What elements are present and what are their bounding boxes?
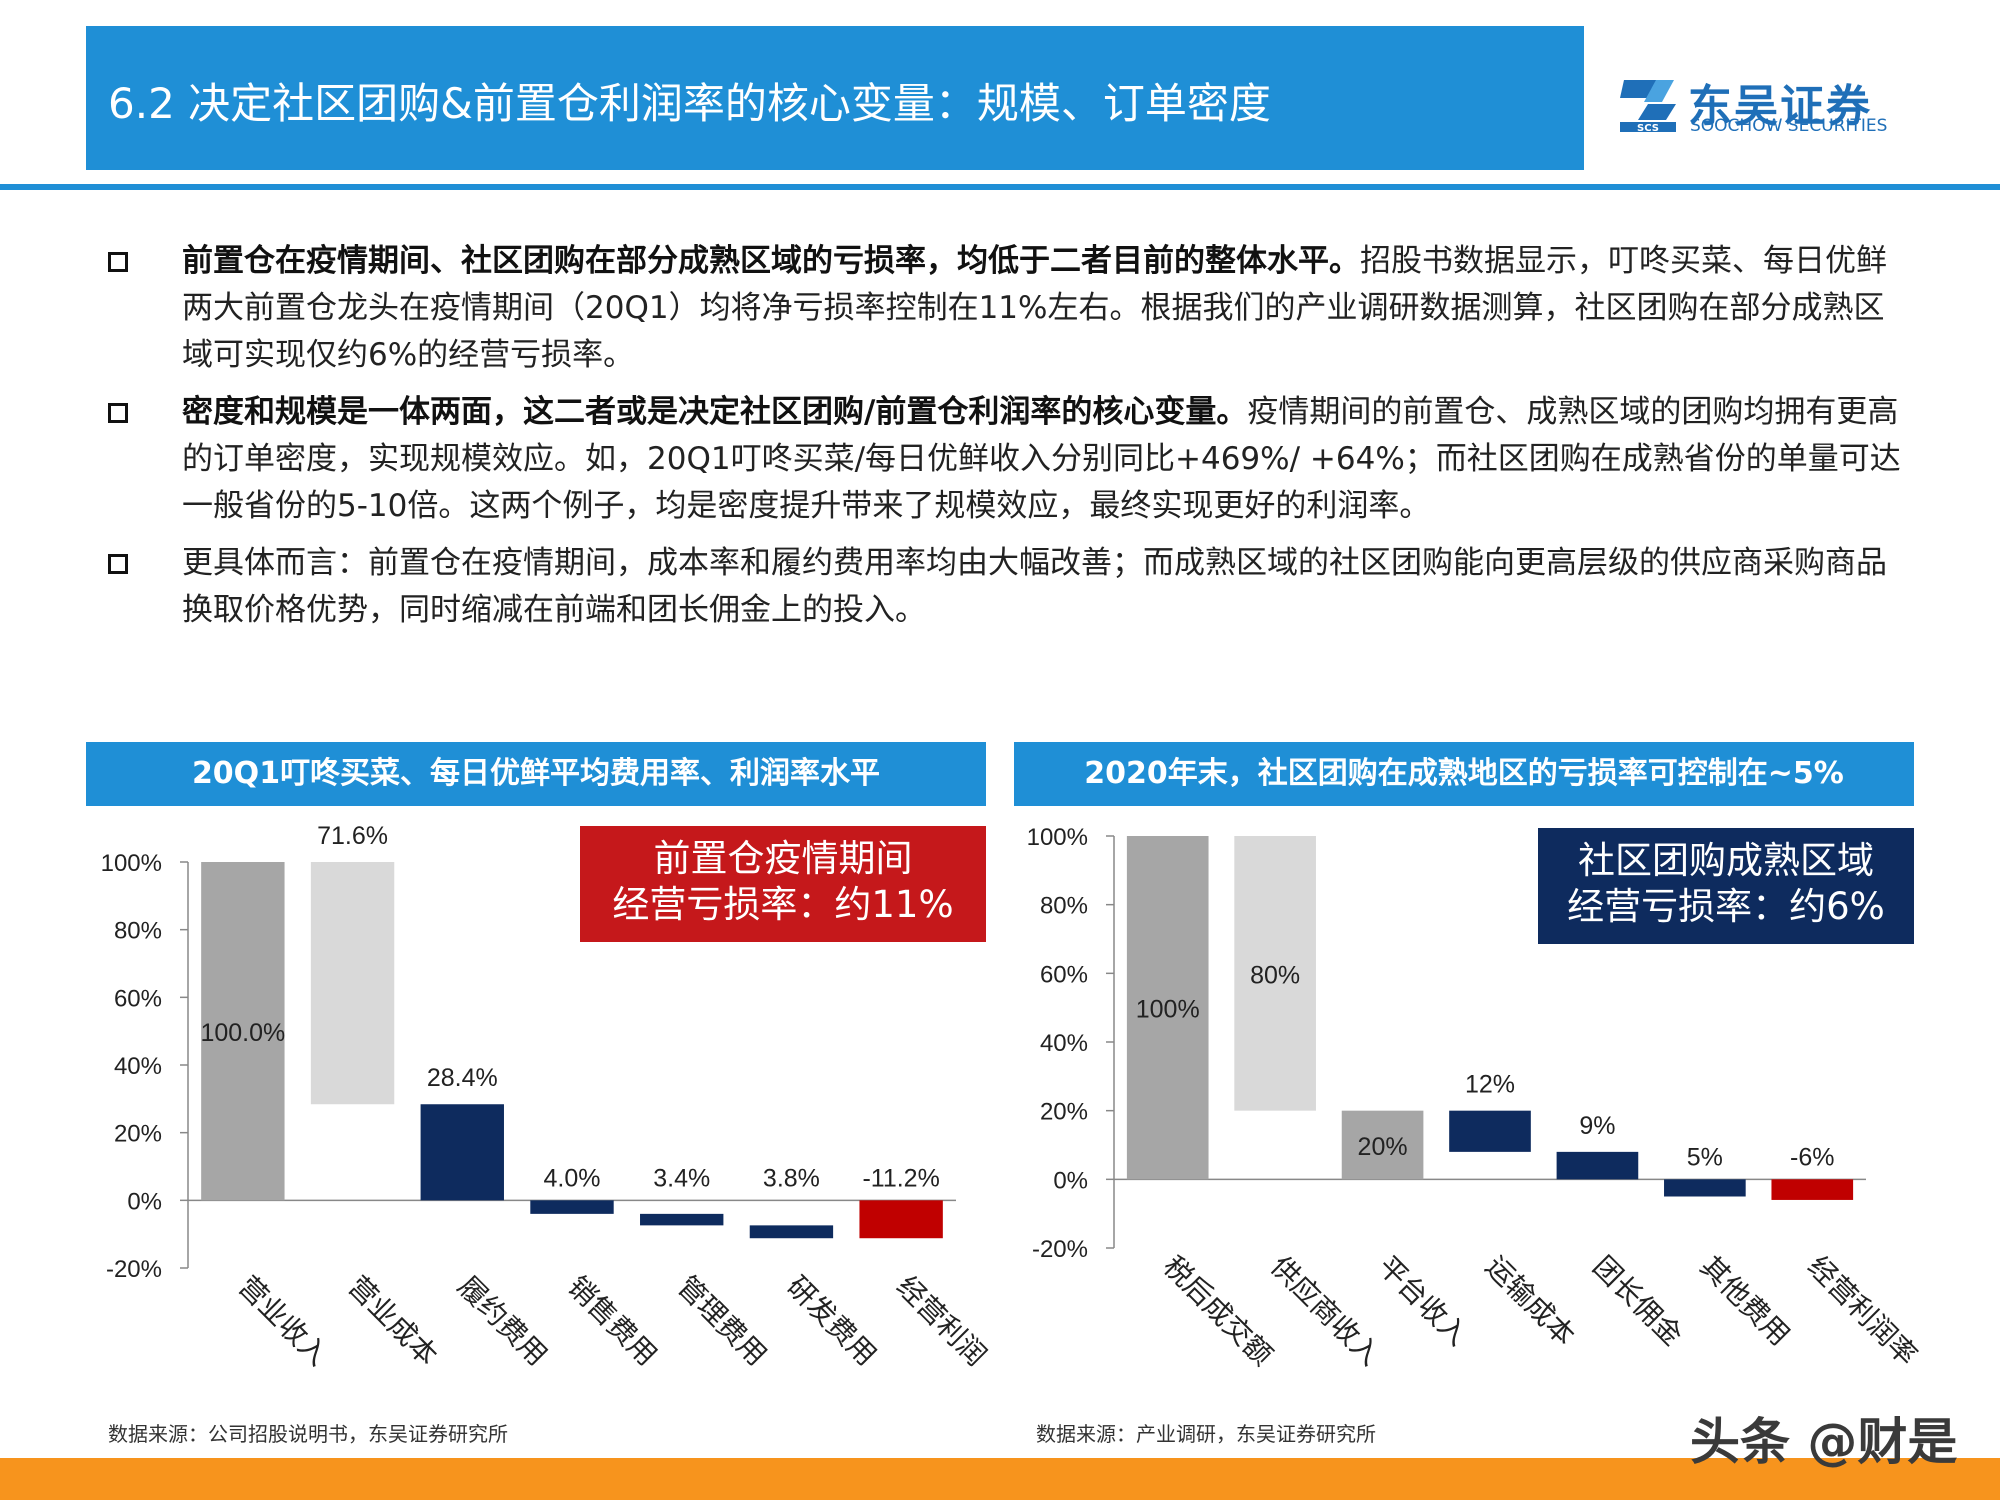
y-tick-label: 0% — [1053, 1167, 1088, 1194]
header-band — [86, 26, 1584, 170]
data-label: -11.2% — [862, 1164, 939, 1192]
x-category-label: 团长佣金 — [1586, 1250, 1689, 1353]
bar — [1771, 1179, 1854, 1200]
bar — [640, 1213, 724, 1226]
y-tick-label: 60% — [1040, 961, 1088, 988]
left-waterfall-chart: 100% 80% 60% 40% 20% 0% -20% 100.0% 营业收入 71.6% 营业成… — [101, 822, 993, 1373]
bullet-body-text: 疫情期间的前置仓、成熟区域的团购均拥有更高的订单密度，实现规模效应。如，20Q1… — [182, 394, 1901, 524]
bullet-paragraph: 更具体而言：前置仓在疫情期间，成本率和履约费用率均由大幅改善；而成熟区域的社区团… — [182, 540, 1908, 634]
x-category-label: 税后成交额 — [1157, 1250, 1279, 1372]
bullet-body-text: 招股书数据显示，叮咚买菜、每日优鲜两大前置仓龙头在疫情期间（20Q1）均将净亏损… — [182, 243, 1887, 373]
data-label: 5% — [1687, 1143, 1723, 1171]
left-callout-line2: 经营亏损率：约11% — [612, 883, 954, 926]
bar — [1126, 836, 1209, 1180]
y-tick-label: 100% — [1027, 824, 1088, 851]
data-label: 9% — [1579, 1112, 1615, 1140]
left-callout: 前置仓疫情期间 经营亏损率：约11% — [580, 826, 986, 942]
data-label: 3.4% — [653, 1164, 710, 1192]
data-label: -6% — [1790, 1143, 1834, 1171]
bar — [420, 1104, 504, 1201]
bar — [201, 862, 285, 1201]
y-tick-label: 80% — [114, 918, 162, 945]
bar — [859, 1200, 943, 1239]
y-tick-label: 60% — [114, 985, 162, 1012]
left-chart-source: 数据来源：公司招股说明书，东吴证券研究所 — [108, 1422, 508, 1446]
right-waterfall-chart: 100% 80% 60% 40% 20% 0% -20% 100% 税后成交额 80% 供应商收入 2… — [1027, 824, 1924, 1372]
checkbox-bullet-icon — [108, 403, 128, 423]
bullet-paragraph: 密度和规模是一体两面，这二者或是决定社区团购/前置仓利润率的核心变量。疫情期间的… — [182, 389, 1908, 530]
bullet-paragraph: 前置仓在疫情期间、社区团购在部分成熟区域的亏损率，均低于二者目前的整体水平。招股… — [182, 238, 1908, 379]
y-tick-label: 0% — [127, 1188, 162, 1215]
checkbox-bullet-icon — [108, 252, 128, 272]
bullet-item: 更具体而言：前置仓在疫情期间，成本率和履约费用率均由大幅改善；而成熟区域的社区团… — [108, 540, 1908, 634]
right-callout-line2: 经营亏损率：约6% — [1567, 885, 1885, 928]
bar — [749, 1225, 834, 1239]
x-category-label: 营业成本 — [342, 1270, 445, 1373]
data-label: 80% — [1250, 961, 1300, 989]
x-category-label: 营业收入 — [232, 1270, 335, 1373]
bullet-item: 密度和规模是一体两面，这二者或是决定社区团购/前置仓利润率的核心变量。疫情期间的… — [108, 389, 1908, 530]
right-chart-source: 数据来源：产业调研，东吴证券研究所 — [1036, 1422, 1376, 1446]
bullet-bold-text: 密度和规模是一体两面，这二者或是决定社区团购/前置仓利润率的核心变量。 — [182, 394, 1248, 430]
bar — [310, 862, 395, 1105]
page-title: 6.2 决定社区团购&前置仓利润率的核心变量：规模、订单密度 — [108, 79, 1271, 128]
bullet-bold-text: 前置仓在疫情期间、社区团购在部分成熟区域的亏损率，均低于二者目前的整体水平。 — [182, 243, 1360, 279]
y-tick-label: -20% — [106, 1256, 162, 1283]
bar — [1449, 1110, 1531, 1152]
y-tick-label: 20% — [114, 1121, 162, 1148]
x-category-label: 销售费用 — [561, 1270, 664, 1373]
y-tick-label: 80% — [1040, 893, 1088, 920]
logo-mark-text: SCS — [1637, 123, 1659, 134]
x-category-label: 经营利润 — [890, 1270, 993, 1373]
left-chart-title: 20Q1叮咚买菜、每日优鲜平均费用率、利润率水平 — [86, 742, 986, 806]
data-label: 12% — [1465, 1071, 1515, 1099]
data-label: 4.0% — [544, 1164, 601, 1192]
footer-bar — [0, 1458, 2000, 1500]
y-tick-label: -20% — [1032, 1236, 1088, 1263]
right-callout-line1: 社区团购成熟区域 — [1578, 839, 1874, 882]
x-category-label: 经营利润率 — [1801, 1250, 1923, 1372]
right-callout: 社区团购成熟区域 经营亏损率：约6% — [1538, 828, 1914, 944]
y-tick-label: 100% — [101, 850, 162, 877]
bar — [1664, 1179, 1746, 1197]
data-label: 100.0% — [200, 1019, 285, 1047]
header-divider — [0, 184, 2000, 190]
y-tick-label: 40% — [1040, 1030, 1088, 1057]
company-logo: SCS 东吴证券 SOOCHOW SECURITIES — [1618, 70, 1898, 140]
data-label: 3.8% — [763, 1164, 820, 1192]
bullet-list: 前置仓在疫情期间、社区团购在部分成熟区域的亏损率，均低于二者目前的整体水平。招股… — [108, 238, 1908, 644]
bar — [1341, 1110, 1424, 1180]
y-tick-label: 20% — [1040, 1099, 1088, 1126]
right-chart-title: 2020年末，社区团购在成熟地区的亏损率可控制在~5% — [1014, 742, 1914, 806]
bar — [1556, 1151, 1639, 1180]
checkbox-bullet-icon — [108, 554, 128, 574]
x-category-label: 管理费用 — [671, 1270, 774, 1373]
x-category-label: 供应商收入 — [1264, 1250, 1386, 1372]
logo-mark-icon: SCS — [1620, 80, 1676, 134]
left-callout-line1: 前置仓疫情期间 — [653, 837, 913, 880]
bar — [530, 1200, 614, 1214]
data-label: 28.4% — [427, 1064, 498, 1092]
x-category-label: 其他费用 — [1694, 1250, 1797, 1353]
bullet-body-text: 更具体而言：前置仓在疫情期间，成本率和履约费用率均由大幅改善；而成熟区域的社区团… — [182, 545, 1887, 628]
x-category-label: 平台收入 — [1372, 1250, 1475, 1353]
data-label: 100% — [1136, 996, 1200, 1024]
bullet-item: 前置仓在疫情期间、社区团购在部分成熟区域的亏损率，均低于二者目前的整体水平。招股… — [108, 238, 1908, 379]
logo-english-name: SOOCHOW SECURITIES — [1690, 116, 1888, 136]
logo-chinese-name: 东吴证券 — [1688, 81, 1872, 132]
data-label: 71.6% — [317, 822, 388, 850]
x-category-label: 履约费用 — [451, 1270, 554, 1373]
watermark: 头条 @财是 — [1690, 1413, 1958, 1471]
x-category-label: 研发费用 — [780, 1270, 883, 1373]
data-label: 20% — [1358, 1133, 1408, 1161]
x-category-label: 运输成本 — [1479, 1250, 1582, 1353]
y-tick-label: 40% — [114, 1053, 162, 1080]
bar — [1234, 836, 1316, 1111]
